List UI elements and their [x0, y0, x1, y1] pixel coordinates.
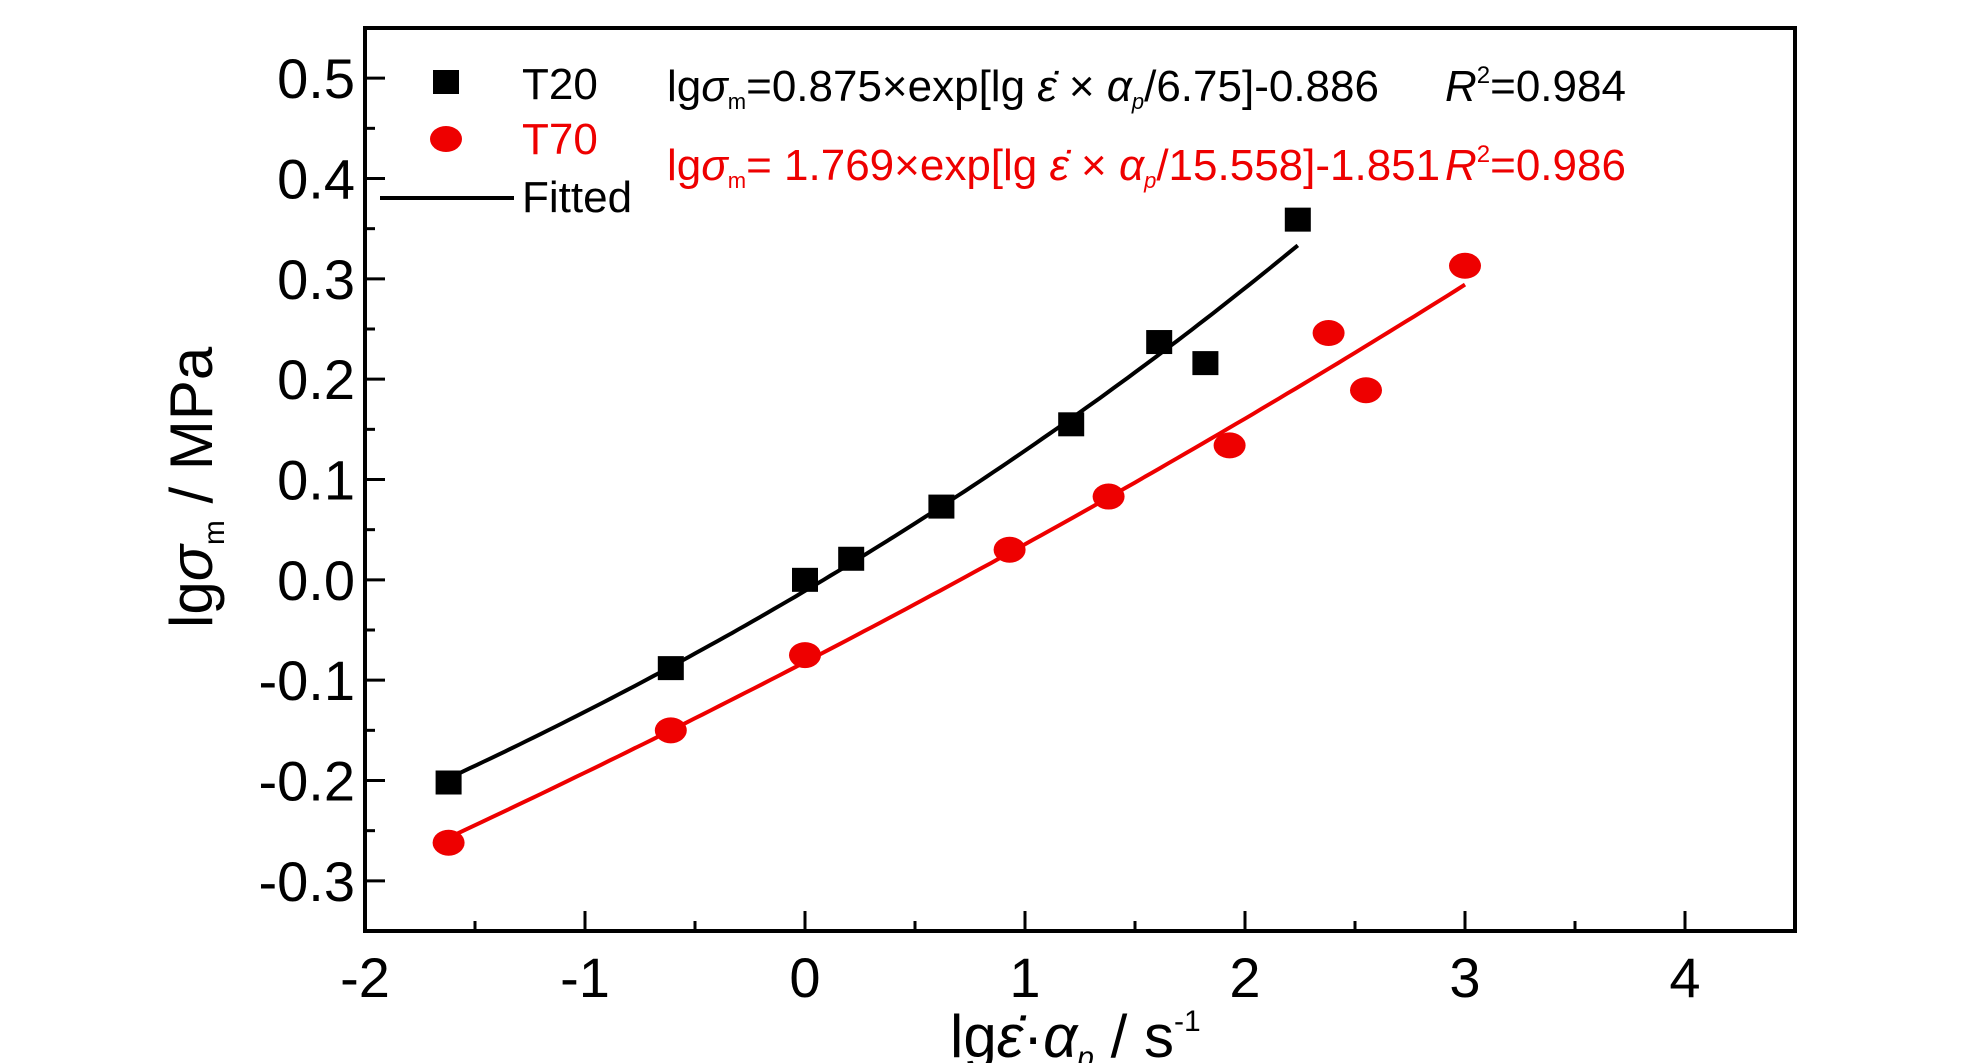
x-tick-label: 2 [1229, 946, 1260, 1009]
point-t20 [1284, 207, 1311, 232]
point-t70 [1213, 432, 1246, 459]
equation-t70: lgσm= 1.769×exp[lg ε̇ × αp/15.558]-1.851 [667, 141, 1440, 193]
point-t20 [792, 567, 818, 592]
x-tick-label: 1 [1009, 946, 1040, 1009]
point-t20 [1058, 412, 1085, 437]
legend-marker-t20 [433, 70, 459, 94]
equation-t20: lgσm=0.875×exp[lg ε̇ × αp/6.75]-0.886 [667, 62, 1379, 114]
point-t70 [1350, 377, 1382, 404]
y-tick-label: -0.1 [259, 649, 356, 712]
point-t20 [657, 656, 684, 681]
point-t20 [435, 770, 462, 795]
x-tick-label: 3 [1449, 946, 1480, 1009]
x-tick-label: -1 [560, 946, 610, 1009]
legend: T20 T70 Fitted [380, 60, 632, 222]
legend-marker-t70 [430, 126, 462, 152]
x-tick-label: 4 [1669, 946, 1700, 1009]
y-tick-label: 0.5 [277, 47, 355, 110]
point-t70 [993, 536, 1026, 563]
y-tick-label: 0.1 [277, 449, 355, 512]
point-t70 [432, 829, 465, 856]
y-axis-title: lgσm / MPa [158, 346, 231, 628]
x-tick-label: 0 [789, 946, 820, 1009]
x-axis-title: lgε̇·αp / s-1 [950, 1003, 1201, 1063]
y-tick-label: 0.3 [277, 248, 355, 311]
point-t20 [928, 494, 955, 519]
point-t70 [1092, 483, 1125, 510]
y-tick-label: -0.2 [259, 750, 356, 813]
legend-label-t70: T70 [522, 115, 598, 164]
x-axis: -2 -1 0 1 2 3 4 [340, 911, 1701, 1009]
fit-line-t70 [447, 282, 1467, 840]
fit-line-t20 [447, 243, 1300, 781]
y-tick-label: -0.3 [259, 850, 356, 913]
r2-t20: R2=0.984 [1445, 62, 1626, 111]
y-axis: 0.5 0.4 0.3 0.2 0.1 0.0 -0.1 -0.2 -0.3 [259, 47, 385, 913]
point-t20 [838, 546, 865, 571]
y-tick-label: 0.4 [277, 148, 355, 211]
point-t20 [1192, 351, 1219, 376]
point-t70 [789, 642, 821, 669]
fitted-lines [447, 243, 1467, 840]
y-tick-label: 0.2 [277, 348, 355, 411]
point-t70 [1449, 252, 1481, 279]
legend-label-fitted: Fitted [522, 173, 632, 222]
r2-t70: R2=0.986 [1445, 141, 1626, 190]
data-markers [432, 207, 1481, 856]
legend-label-t20: T20 [522, 60, 598, 109]
point-t70 [654, 717, 687, 744]
point-t70 [1312, 320, 1345, 347]
point-t20 [1146, 330, 1173, 355]
y-tick-label: 0.0 [277, 549, 355, 612]
x-tick-label: -2 [340, 946, 390, 1009]
